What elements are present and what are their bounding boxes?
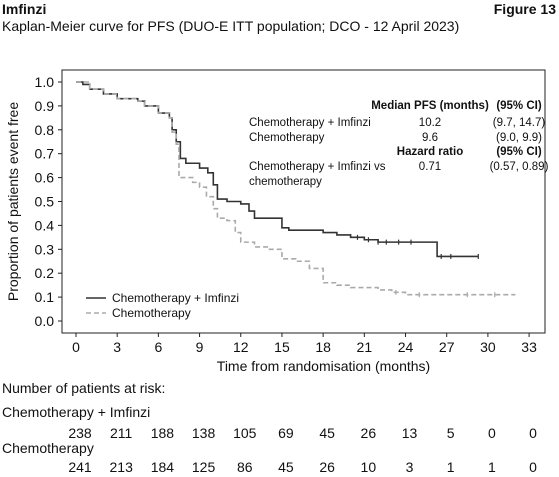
x-tick-label: 6 (154, 339, 162, 355)
brand-title: Imfinzi (2, 1, 47, 17)
risk-table-title: Number of patients at risk: (2, 380, 166, 396)
y-tick-label: 0.7 (35, 146, 55, 162)
risk-count: 211 (110, 425, 133, 441)
km-plot: 0.0 0.1 0.2 0.3 0.4 0.5 0.6 0.7 0.8 0.9 1.0 0 3 6 9 12 1… (5, 69, 549, 374)
risk-count: 238 (68, 425, 92, 441)
risk-count: 213 (109, 459, 133, 475)
figure-label: Figure 13 (493, 1, 556, 17)
x-tick-label: 12 (233, 339, 249, 355)
x-tick-label: 15 (274, 339, 290, 355)
risk-count: 69 (278, 425, 294, 441)
risk-row-chemo: 241 213 184 125 86 45 26 10 3 1 1 0 (0, 459, 559, 477)
risk-count: 105 (233, 425, 257, 441)
risk-count: 26 (360, 425, 377, 441)
risk-count: 13 (401, 425, 418, 441)
y-tick-label: 0.1 (35, 289, 55, 305)
y-tick-label: 0.3 (35, 241, 55, 257)
risk-row-imfinzi: 238 211 188 138 105 69 45 26 13 5 0 0 (0, 425, 559, 443)
risk-count: 45 (278, 459, 294, 475)
chart-subtitle: Kaplan-Meier curve for PFS (DUO-E ITT po… (2, 18, 460, 34)
risk-count: 26 (319, 459, 335, 475)
y-tick-label: 0.2 (35, 265, 55, 281)
x-tick-label: 18 (315, 339, 331, 355)
y-axis-label: Proportion of patients event free (5, 102, 21, 301)
annot-header-median: Median PFS (months) (371, 100, 489, 112)
risk-count: 1 (446, 459, 455, 475)
series-group (76, 81, 516, 298)
x-tick-label: 27 (439, 339, 455, 355)
y-tick-label: 0.9 (35, 98, 55, 114)
x-tick-label: 21 (357, 339, 373, 355)
risk-count: 86 (236, 459, 253, 475)
risk-count: 0 (487, 425, 496, 441)
risk-count: 45 (319, 425, 335, 441)
x-axis-label: Time from randomisation (months) (217, 358, 430, 374)
annot-hr-header: Hazard ratio (397, 146, 463, 158)
risk-count: 1 (487, 459, 496, 475)
annot-hr-ci: (0.57, 0.89) (490, 161, 549, 173)
series-line-chemo (76, 81, 516, 296)
risk-count: 138 (191, 425, 216, 441)
legend-label-imfinzi: Chemotherapy + Imfinzi (112, 291, 239, 305)
legend-label-chemo: Chemotherapy (112, 306, 191, 320)
annot-hr-ci-header: (95% CI) (496, 146, 542, 158)
risk-count: 241 (68, 459, 92, 475)
risk-group-label-imfinzi: Chemotherapy + Imfinzi (2, 404, 151, 420)
annotation-table: Median PFS (months) (95% CI) Chemotherap… (249, 100, 549, 188)
risk-count: 0 (529, 425, 537, 441)
annot-row2-median: 9.6 (422, 132, 438, 144)
annot-hr-value: 0.71 (419, 161, 441, 173)
annot-hr-label-1: Chemotherapy + Imfinzi vs (249, 161, 386, 173)
x-tick-label: 33 (521, 339, 537, 355)
x-tick-label: 3 (113, 339, 121, 355)
risk-count: 5 (446, 425, 455, 441)
risk-group-label-chemo: Chemotherapy (2, 440, 94, 456)
annot-row1-label: Chemotherapy + Imfinzi (249, 117, 371, 129)
axes: 0.0 0.1 0.2 0.3 0.4 0.5 0.6 0.7 0.8 0.9 1.0 0 3 6 9 12 1… (5, 69, 546, 374)
y-tick-label: 0.5 (35, 194, 55, 210)
x-tick-label: 30 (480, 339, 496, 355)
risk-count: 0 (529, 459, 537, 475)
risk-count: 125 (191, 459, 216, 475)
x-tick-label: 0 (72, 339, 80, 355)
annot-row1-ci: (9.7, 14.7) (493, 117, 546, 129)
annot-header-ci: (95% CI) (496, 100, 542, 112)
y-tick-label: 0.6 (35, 170, 55, 186)
risk-count: 10 (360, 459, 377, 475)
annot-hr-label-2: chemotherapy (249, 176, 322, 188)
annot-row2-ci: (9.0, 9.9) (496, 132, 542, 144)
x-tick-label: 24 (398, 339, 414, 355)
risk-count: 184 (150, 459, 175, 475)
annot-row2-label: Chemotherapy (249, 132, 325, 144)
risk-count: 3 (405, 459, 414, 475)
y-tick-label: 0.8 (35, 122, 55, 138)
risk-count: 188 (150, 425, 175, 441)
annot-row1-median: 10.2 (419, 117, 441, 129)
x-tick-label: 9 (196, 339, 204, 355)
y-tick-label: 0.4 (35, 217, 55, 233)
y-tick-label: 1.0 (35, 74, 55, 90)
y-tick-label: 0.0 (35, 313, 55, 329)
